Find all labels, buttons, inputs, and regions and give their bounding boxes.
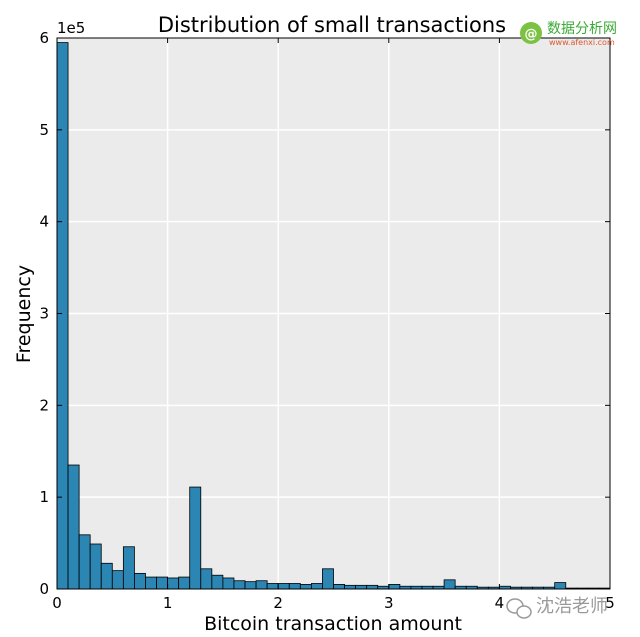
wechat-icon: [506, 598, 532, 619]
histogram-bar: [167, 577, 180, 590]
site-logo-icon: [520, 22, 542, 44]
teacher-watermark: 沈浩老师: [506, 596, 608, 619]
histogram-bar: [266, 583, 279, 590]
teacher-name: 沈浩老师: [536, 596, 608, 617]
chart-title: Distribution of small transactions: [158, 13, 506, 37]
histogram-bar: [366, 584, 379, 590]
histogram-bar: [443, 579, 456, 590]
histogram-bar: [388, 584, 401, 590]
x-tick-label: 4: [495, 594, 505, 612]
histogram-bar: [355, 584, 368, 590]
histogram-bar: [78, 534, 91, 590]
histogram-bar: [89, 543, 102, 590]
histogram-bar: [111, 570, 124, 590]
histogram-bar: [288, 583, 301, 590]
histogram-bar: [200, 568, 213, 590]
histogram-bar: [189, 486, 202, 590]
y-axis-title: Frequency: [13, 265, 35, 363]
histogram-bar: [145, 576, 157, 590]
y-tick-label: 1: [39, 488, 49, 506]
histogram-bar: [277, 583, 290, 590]
histogram-bar: [554, 582, 567, 590]
histogram-bar: [211, 574, 224, 590]
histogram-bar: [156, 576, 168, 590]
site-url: www.afenxi.com: [549, 38, 615, 47]
histogram-bar: [100, 562, 113, 590]
histogram-bar: [134, 572, 146, 590]
y-tick-label: 2: [39, 396, 49, 414]
x-tick-label: 2: [273, 594, 283, 612]
histogram-bar: [67, 464, 80, 590]
histogram-bar: [222, 577, 235, 590]
histogram-bar: [255, 580, 268, 590]
histogram-bar: [299, 584, 312, 590]
x-tick-label: 5: [605, 594, 615, 612]
histogram-bar: [344, 584, 357, 590]
histogram-bar: [233, 580, 246, 590]
histogram-bar: [244, 581, 257, 590]
y-tick-label: 4: [39, 213, 49, 231]
histogram-bar: [333, 584, 345, 590]
histogram-bar: [322, 568, 334, 590]
histogram-bar: [122, 546, 135, 590]
histogram-bar: [178, 576, 191, 590]
x-tick-label: 0: [52, 594, 62, 612]
x-axis-title: Bitcoin transaction amount: [204, 613, 462, 635]
grid-lines: [57, 38, 610, 589]
axes: 0 1 2 3 4 5 0 1 2 3 4 5 6: [39, 29, 614, 612]
histogram-bar: [310, 583, 323, 590]
site-name: 数据分析网: [547, 21, 617, 37]
y-tick-label: 0: [39, 580, 49, 598]
y-tick-label: 6: [39, 29, 49, 47]
histogram-bar: [56, 42, 69, 590]
site-watermark: @ 数据分析网 www.afenxi.com: [520, 21, 617, 47]
y-tick-label: 3: [39, 305, 49, 323]
y-offset-label: 1e5: [57, 19, 85, 37]
x-tick-label: 3: [384, 594, 394, 612]
y-tick-label: 5: [39, 121, 49, 139]
x-tick-label: 1: [163, 594, 173, 612]
site-logo-glyph: @: [525, 27, 538, 42]
